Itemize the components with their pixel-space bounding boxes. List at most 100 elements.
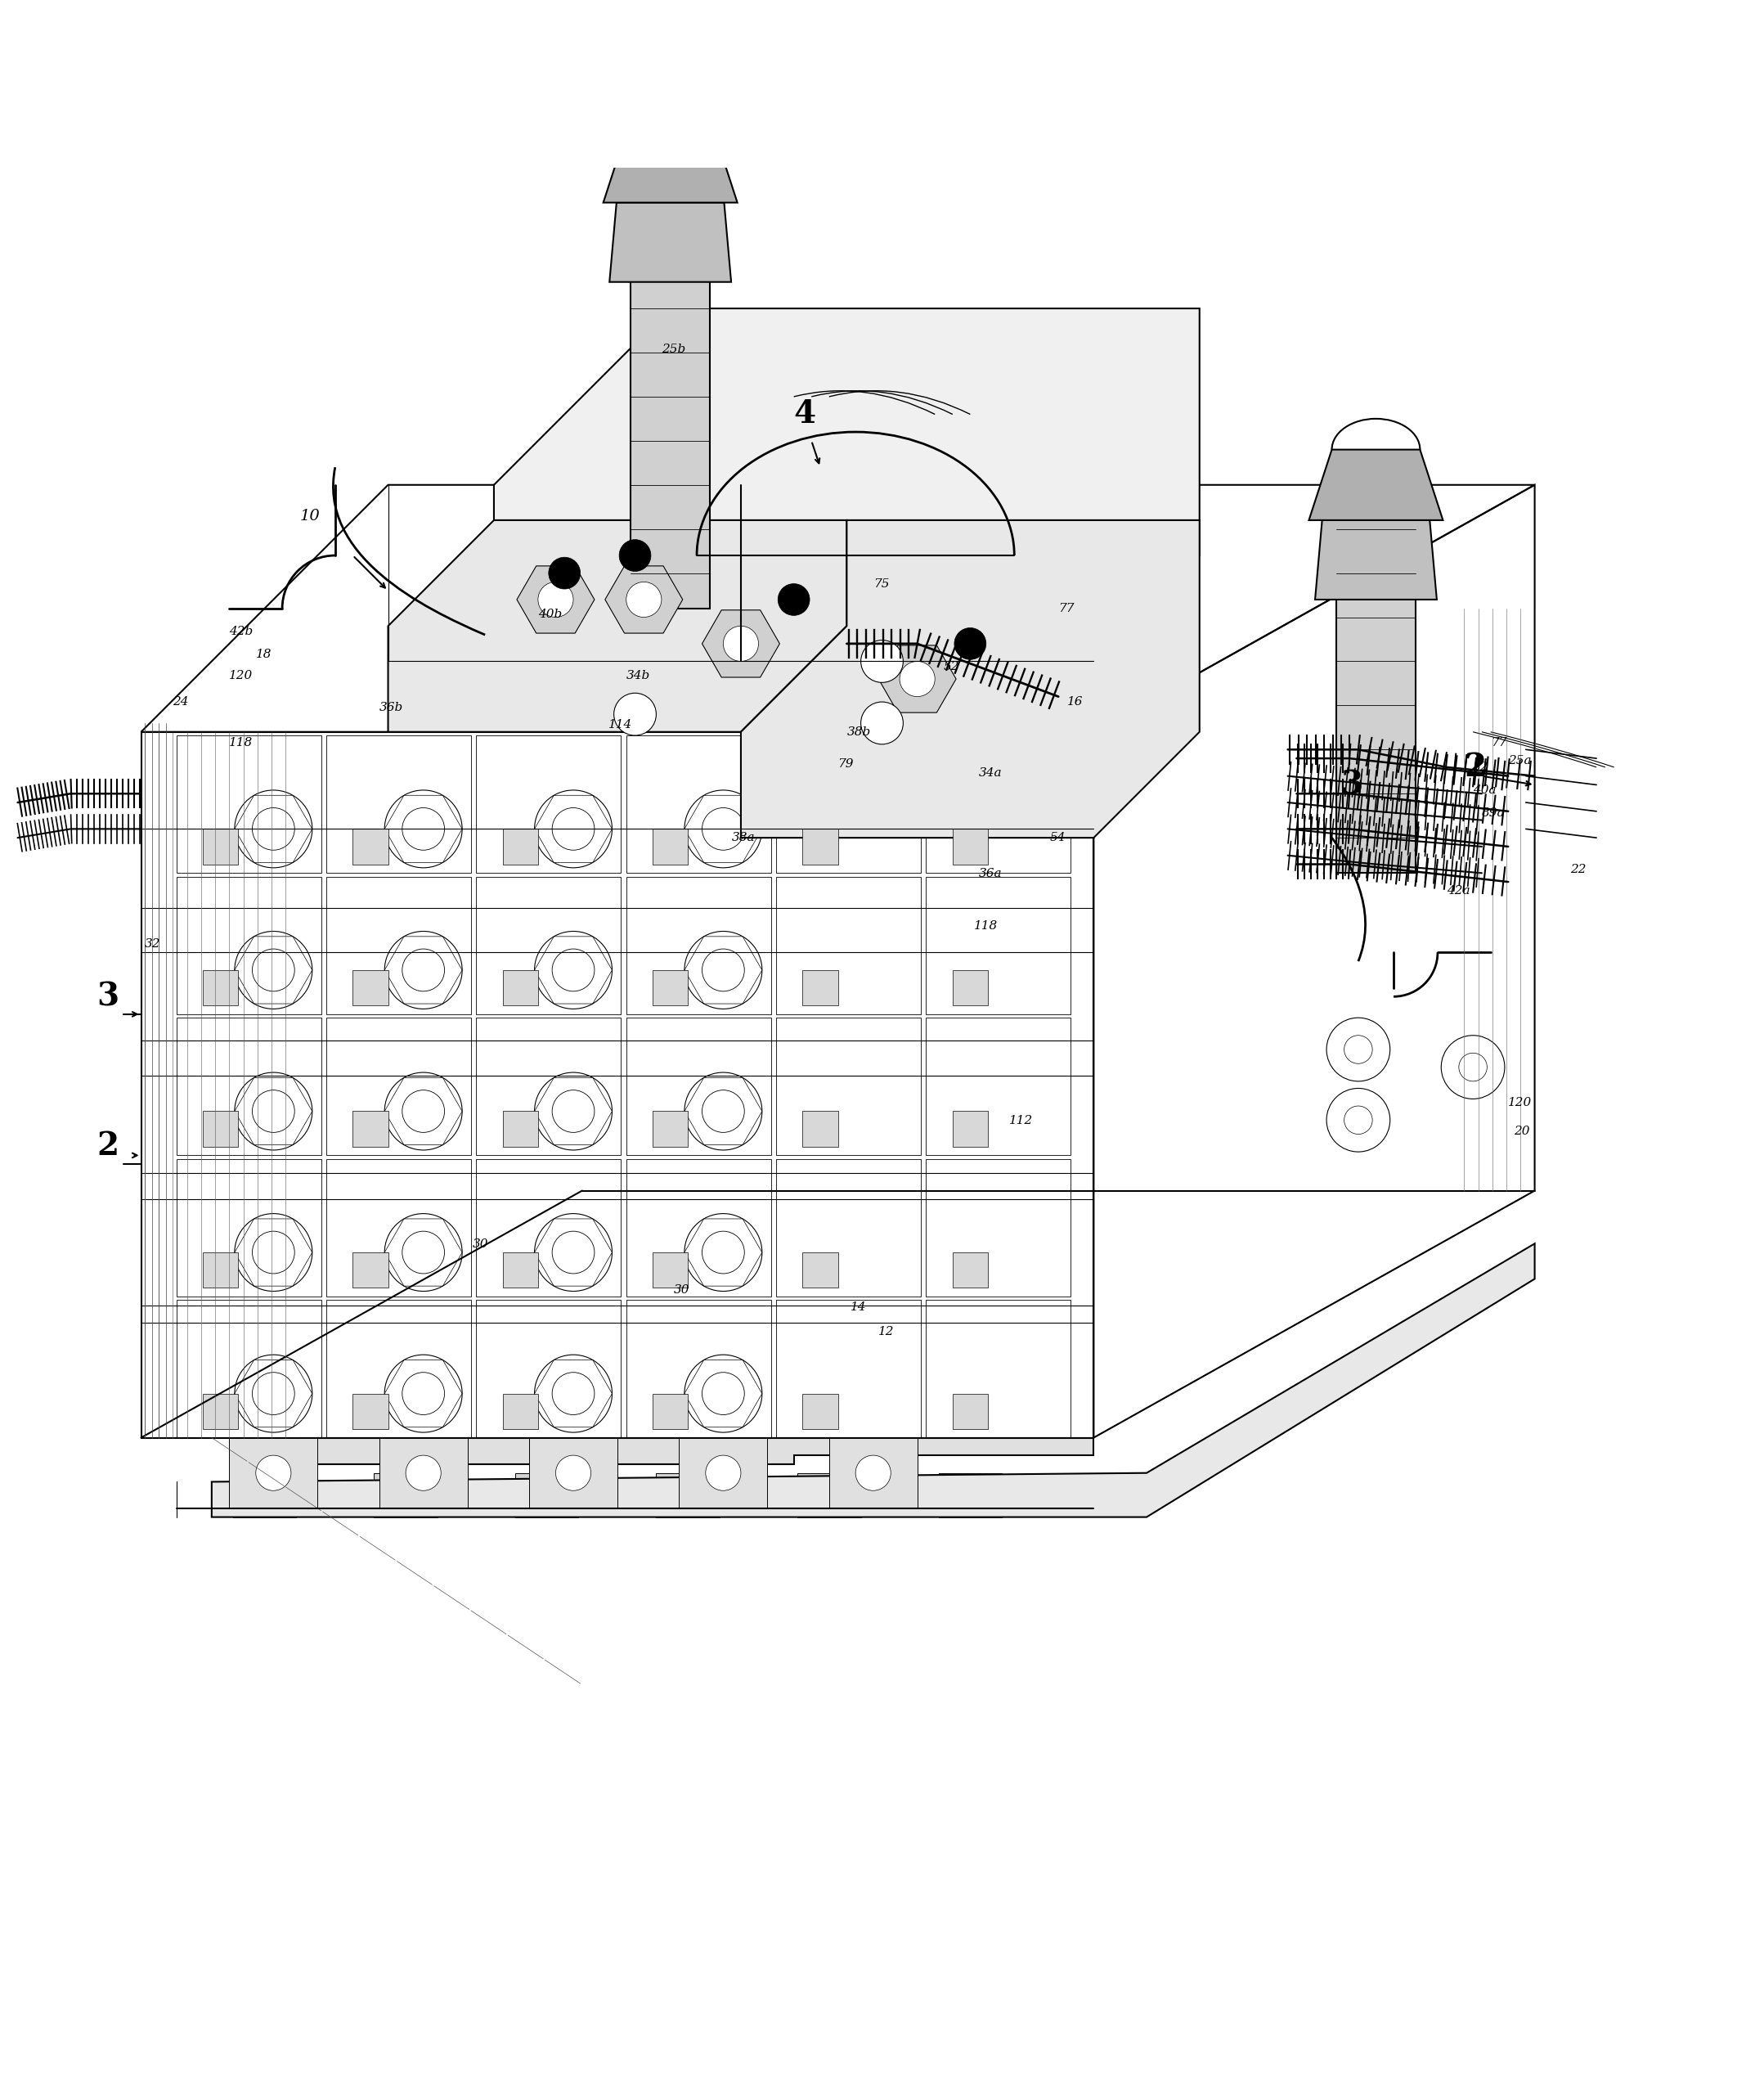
Circle shape — [534, 1073, 612, 1150]
Bar — [953, 1394, 988, 1429]
Circle shape — [392, 1480, 420, 1509]
Polygon shape — [300, 1438, 1094, 1465]
Circle shape — [614, 693, 656, 735]
Bar — [626, 735, 771, 873]
Polygon shape — [610, 204, 732, 281]
Polygon shape — [605, 567, 683, 634]
Text: 30: 30 — [674, 1285, 690, 1295]
Bar — [229, 1438, 318, 1509]
Bar — [926, 735, 1071, 873]
Bar — [326, 735, 471, 873]
Text: 14: 14 — [850, 1301, 866, 1314]
Bar — [203, 1110, 238, 1146]
Circle shape — [385, 1073, 462, 1150]
Bar — [353, 1253, 388, 1287]
Bar — [797, 1473, 861, 1518]
Text: 40b: 40b — [538, 609, 563, 619]
Bar — [953, 1253, 988, 1287]
Bar — [503, 1394, 538, 1429]
Bar — [626, 1159, 771, 1297]
Bar — [176, 1018, 321, 1154]
Text: 34a: 34a — [979, 766, 1002, 779]
Circle shape — [1327, 1018, 1390, 1081]
Text: 32: 32 — [145, 938, 161, 949]
Text: 89a: 89a — [1482, 808, 1505, 819]
Bar — [803, 1394, 838, 1429]
Circle shape — [956, 1480, 984, 1509]
Polygon shape — [878, 644, 956, 712]
Bar — [626, 877, 771, 1014]
Circle shape — [674, 1480, 702, 1509]
Bar — [353, 970, 388, 1005]
Text: 118: 118 — [974, 921, 998, 932]
Text: 75: 75 — [873, 577, 889, 590]
Bar — [630, 204, 709, 609]
Bar — [503, 1110, 538, 1146]
Circle shape — [250, 1480, 279, 1509]
Circle shape — [549, 556, 580, 590]
Bar — [776, 877, 921, 1014]
Text: 22: 22 — [1570, 865, 1586, 875]
Text: 79: 79 — [838, 758, 854, 770]
Bar — [353, 829, 388, 865]
Polygon shape — [1316, 521, 1436, 600]
Circle shape — [900, 661, 935, 697]
Bar — [176, 735, 321, 873]
Circle shape — [815, 1480, 843, 1509]
Text: 2: 2 — [97, 1131, 120, 1163]
Bar — [326, 1018, 471, 1154]
Circle shape — [534, 1354, 612, 1432]
Text: 42a: 42a — [1446, 886, 1469, 896]
Circle shape — [385, 789, 462, 867]
Bar — [803, 829, 838, 865]
Circle shape — [684, 789, 762, 867]
Circle shape — [861, 640, 903, 682]
Bar — [653, 970, 688, 1005]
Bar — [926, 877, 1071, 1014]
Bar — [803, 970, 838, 1005]
Circle shape — [626, 581, 662, 617]
Bar — [476, 877, 621, 1014]
Text: 38a: 38a — [732, 833, 755, 844]
Bar — [203, 970, 238, 1005]
Bar — [176, 1159, 321, 1297]
Circle shape — [706, 1455, 741, 1490]
Bar — [503, 970, 538, 1005]
Bar — [326, 1299, 471, 1438]
Polygon shape — [1309, 449, 1443, 521]
Bar — [326, 1159, 471, 1297]
Polygon shape — [212, 1243, 1535, 1518]
Text: 25a: 25a — [1508, 756, 1531, 766]
Bar — [203, 829, 238, 865]
Circle shape — [556, 1455, 591, 1490]
Polygon shape — [741, 521, 1200, 838]
Bar — [953, 829, 988, 865]
Text: 34b: 34b — [626, 670, 651, 682]
Circle shape — [619, 539, 651, 571]
Bar — [353, 1394, 388, 1429]
Circle shape — [385, 1213, 462, 1291]
Bar — [653, 1110, 688, 1146]
Text: 24: 24 — [173, 697, 189, 707]
Circle shape — [954, 628, 986, 659]
Circle shape — [235, 789, 312, 867]
Text: 52: 52 — [1473, 762, 1489, 772]
Text: 36b: 36b — [379, 701, 404, 714]
Text: 25b: 25b — [662, 344, 686, 355]
Bar — [653, 1394, 688, 1429]
Circle shape — [256, 1455, 291, 1490]
Circle shape — [684, 1213, 762, 1291]
Circle shape — [235, 1073, 312, 1150]
Bar — [476, 735, 621, 873]
Text: 42b: 42b — [229, 626, 254, 638]
Bar — [353, 1110, 388, 1146]
Polygon shape — [603, 132, 737, 204]
Circle shape — [856, 1455, 891, 1490]
Text: 10: 10 — [300, 508, 319, 523]
Text: 3: 3 — [97, 980, 120, 1012]
Text: 120: 120 — [1508, 1098, 1533, 1108]
Bar — [503, 829, 538, 865]
Circle shape — [533, 1480, 561, 1509]
Text: 40a: 40a — [1473, 785, 1496, 796]
Bar — [926, 1018, 1071, 1154]
